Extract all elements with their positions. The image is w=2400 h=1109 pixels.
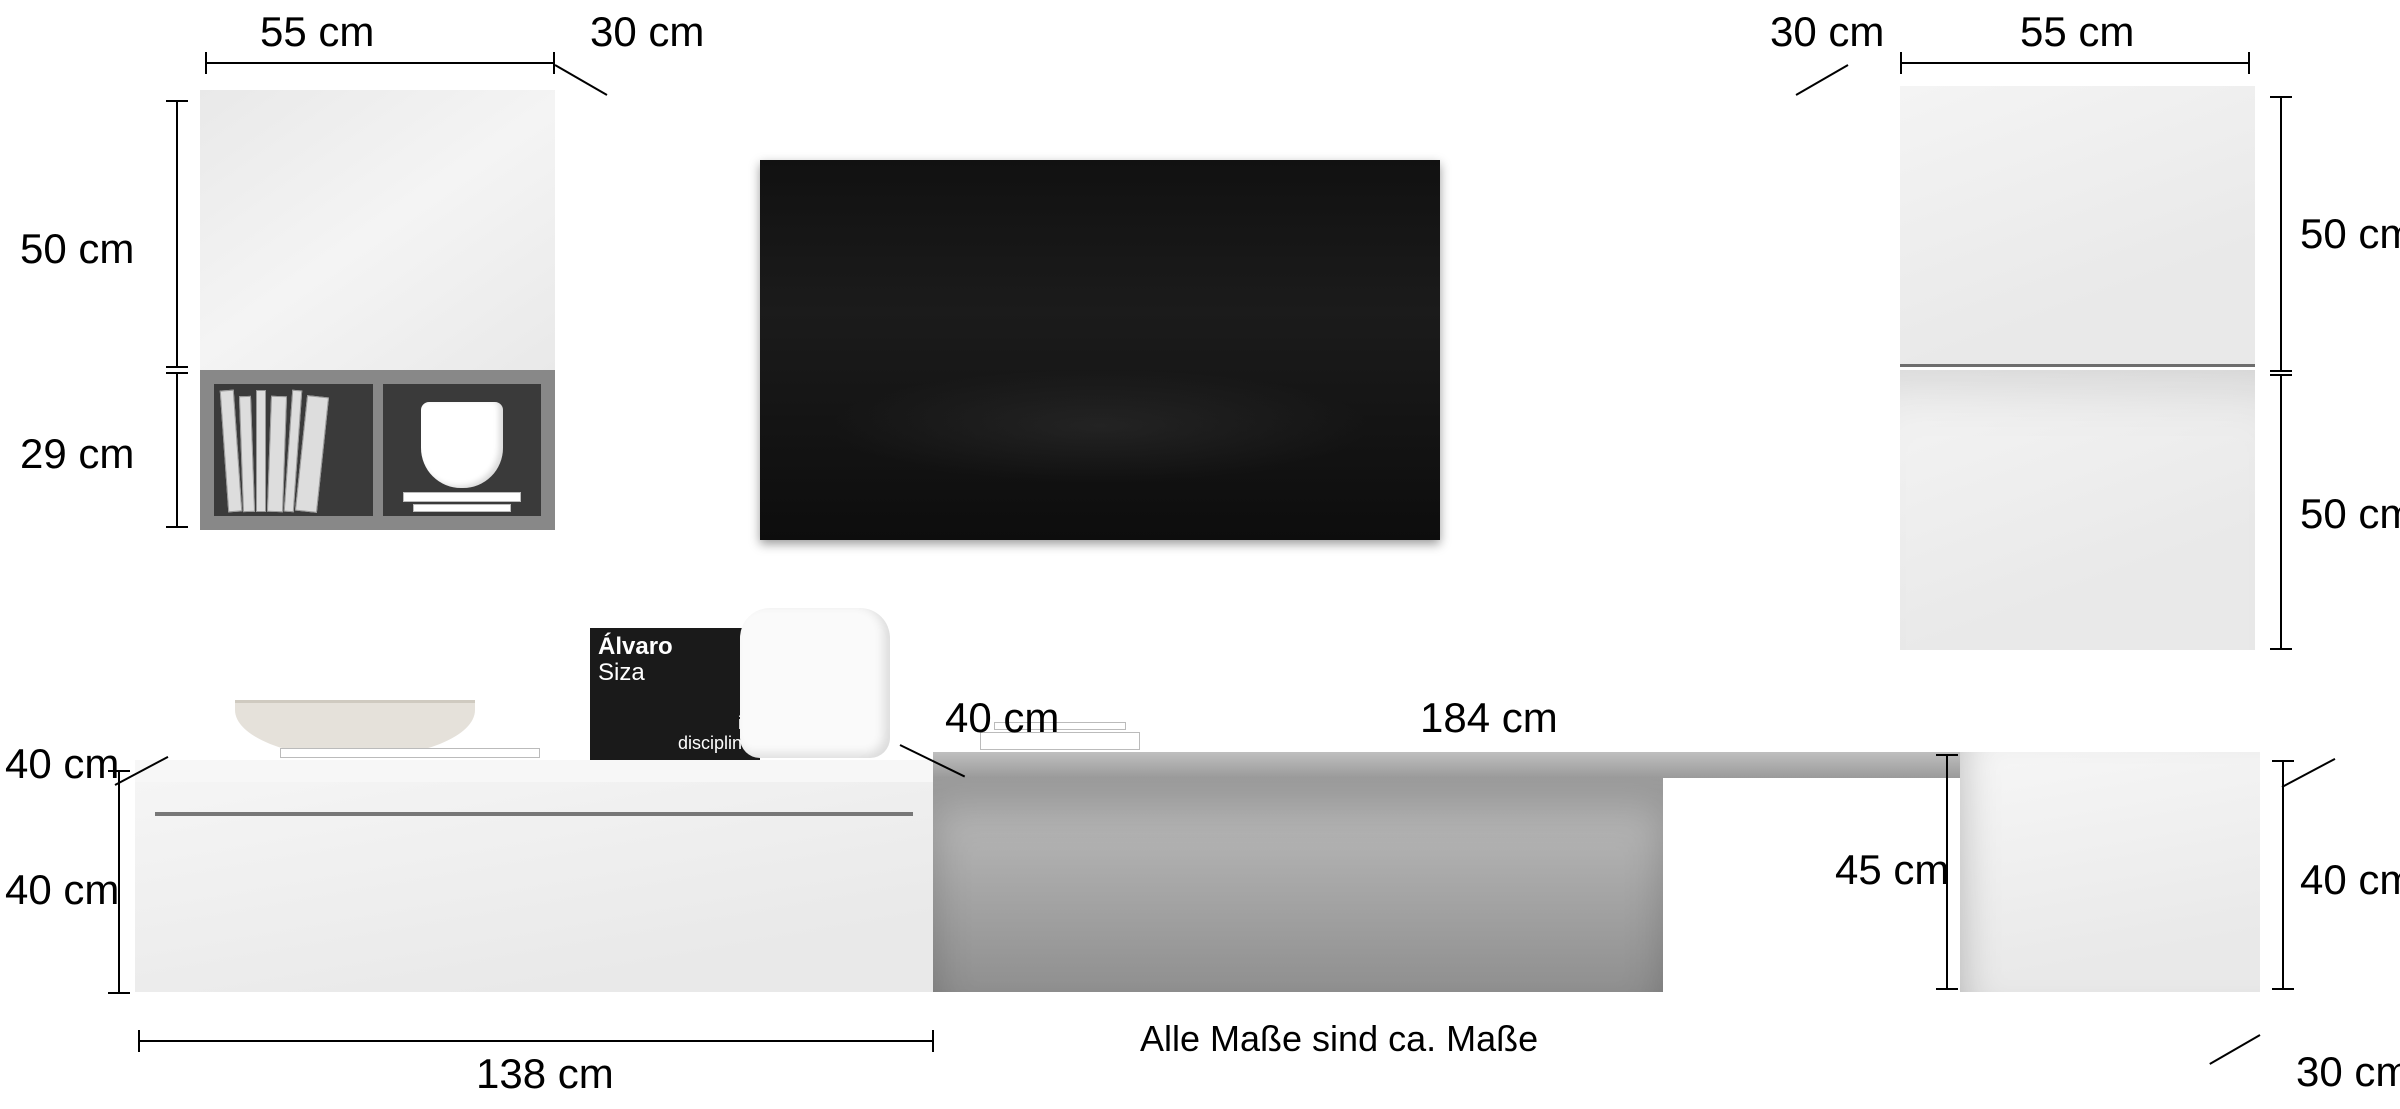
decor-lamp (740, 608, 890, 758)
decor-poster: ÁlvaroSizain discipline (590, 628, 760, 760)
tv-screen (760, 160, 1440, 540)
dimension-label: 138 cm (476, 1050, 614, 1098)
dimension-label: 55 cm (2020, 8, 2134, 56)
dimension-label: 30 cm (1770, 8, 1884, 56)
wall-cabinet-right-upper (1900, 86, 2255, 366)
dimension-label: 40 cm (5, 740, 119, 788)
dimension-label: 30 cm (2296, 1048, 2400, 1096)
dimension-label: 50 cm (2300, 210, 2400, 258)
dimension-label: 40 cm (945, 694, 1059, 742)
dimension-label: 50 cm (2300, 490, 2400, 538)
wall-cabinet-left-upper (200, 90, 555, 370)
dimension-label: 45 cm (1835, 846, 1949, 894)
dimension-label: 40 cm (5, 866, 119, 914)
bench-back-panel (933, 778, 1663, 992)
dimension-label: 184 cm (1420, 694, 1558, 742)
dimension-label: 30 cm (590, 8, 704, 56)
dimension-label: 50 cm (20, 225, 134, 273)
wall-cabinet-right-lower (1900, 370, 2255, 650)
dimension-label: 29 cm (20, 430, 134, 478)
dimension-label: 40 cm (2300, 856, 2400, 904)
dimension-label: 55 cm (260, 8, 374, 56)
lowboard-left (135, 760, 933, 992)
caption-note: Alle Maße sind ca. Maße (1140, 1018, 1538, 1060)
lowboard-right (1960, 752, 2260, 992)
bench-board (933, 752, 1995, 778)
